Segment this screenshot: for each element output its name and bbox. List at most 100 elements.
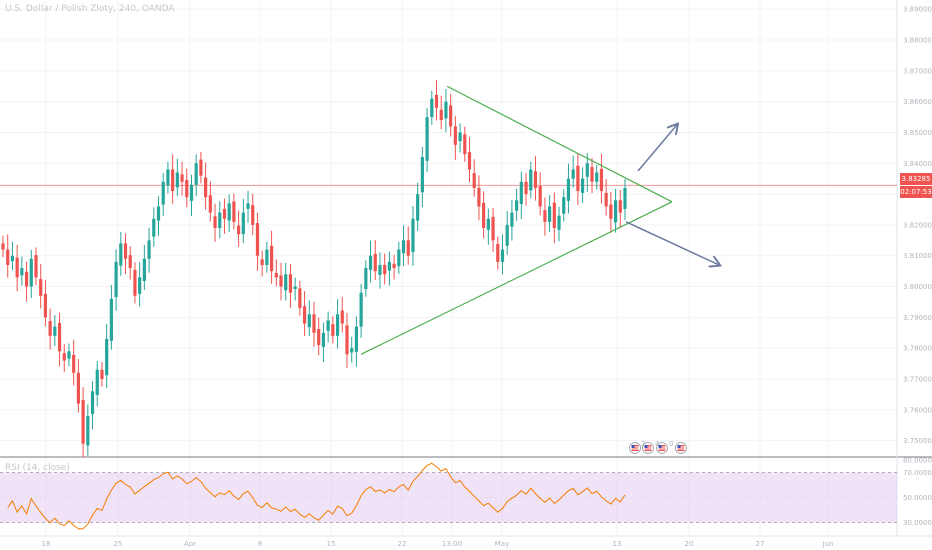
candle <box>15 244 19 292</box>
symbol-title: U.S. Dollar / Polish Zloty, 240, OANDA <box>5 4 175 14</box>
candle-body <box>128 255 132 269</box>
candle <box>425 108 429 173</box>
candle-body <box>595 172 599 182</box>
candle-body <box>269 245 274 272</box>
candle <box>227 194 231 233</box>
candle-body <box>505 224 509 246</box>
candle <box>458 123 462 153</box>
candle <box>434 79 439 121</box>
candle <box>383 253 387 285</box>
candle <box>6 234 10 278</box>
candle <box>477 175 481 221</box>
candle <box>274 259 278 287</box>
candle-body <box>48 321 52 336</box>
candle-body <box>482 202 486 228</box>
candle-body <box>213 216 217 228</box>
candle-body <box>416 194 420 221</box>
candle <box>590 158 594 194</box>
candle <box>67 343 71 367</box>
candle <box>411 206 415 266</box>
price-tick-label: 3.82000 <box>903 221 932 229</box>
candle <box>467 137 472 183</box>
candle <box>95 360 99 407</box>
candle-body <box>260 259 264 265</box>
candle-body <box>156 206 161 221</box>
flag-stripes <box>644 445 652 451</box>
candle-body <box>53 326 57 336</box>
candle <box>552 192 556 244</box>
price-tick-label: 3.84000 <box>903 160 932 168</box>
candle <box>123 233 128 274</box>
candle <box>194 154 198 197</box>
candle-body <box>557 215 561 230</box>
price-tick-label: 3.78000 <box>903 345 932 353</box>
candle <box>392 254 396 280</box>
candle-body <box>180 174 184 182</box>
flag-stripe <box>644 446 652 448</box>
us-flag-icon <box>629 442 641 454</box>
candle <box>260 250 264 277</box>
time-tick-label: 27 <box>756 540 765 548</box>
triangle-drawing <box>360 85 719 355</box>
candle-body <box>24 271 29 287</box>
flag-canton <box>677 445 681 448</box>
candle <box>482 191 486 239</box>
candle <box>34 247 38 285</box>
candle-body <box>529 169 533 191</box>
candle <box>241 198 245 244</box>
candle <box>368 240 373 283</box>
candle-body <box>76 372 80 404</box>
time-tick-label: 13 <box>613 540 622 548</box>
candle-body <box>397 249 401 267</box>
candle-body <box>519 181 523 204</box>
time-tick-label: 25 <box>114 540 123 548</box>
candle-body <box>543 210 547 222</box>
candle <box>340 296 344 333</box>
candle-body <box>515 200 519 211</box>
candle <box>378 252 382 289</box>
time-tick-label: 22 <box>398 540 407 548</box>
candle-body <box>147 240 151 259</box>
candle <box>472 159 476 197</box>
candle <box>510 199 514 241</box>
candle-body <box>185 179 189 198</box>
candle-body <box>199 159 203 176</box>
candle-body <box>34 255 38 278</box>
candle <box>152 207 156 247</box>
candle <box>595 164 599 190</box>
candle <box>20 256 24 286</box>
flag-canton <box>644 445 648 448</box>
candle <box>269 230 274 284</box>
candle-body <box>57 322 62 352</box>
candle <box>81 387 85 458</box>
candle-body <box>331 324 335 336</box>
candle <box>100 362 104 387</box>
candle <box>444 89 448 133</box>
candle <box>500 234 505 275</box>
candle-body <box>119 243 123 266</box>
candle <box>222 198 227 234</box>
candle <box>533 156 538 201</box>
candle <box>29 249 33 298</box>
price-tick-label: 3.85000 <box>903 129 932 137</box>
candle <box>24 261 29 302</box>
candle-body <box>222 208 227 219</box>
candle-body <box>194 163 198 185</box>
candle-body <box>152 218 156 237</box>
candle-body <box>392 263 396 269</box>
price-tick-label: 3.81000 <box>903 252 932 260</box>
candle <box>449 93 453 137</box>
candle <box>453 116 457 160</box>
candle-body <box>171 169 175 192</box>
price-axis: 3.89000 3.88000 3.87000 3.86000 3.85000 3.840… <box>903 6 932 527</box>
candle <box>335 299 340 349</box>
candle-body <box>368 255 373 270</box>
candle <box>208 181 212 222</box>
candle <box>86 404 90 456</box>
candle-body <box>317 329 321 346</box>
candle-body <box>10 255 15 262</box>
candle <box>317 317 321 356</box>
candle-body <box>613 200 618 223</box>
candle <box>439 95 443 130</box>
